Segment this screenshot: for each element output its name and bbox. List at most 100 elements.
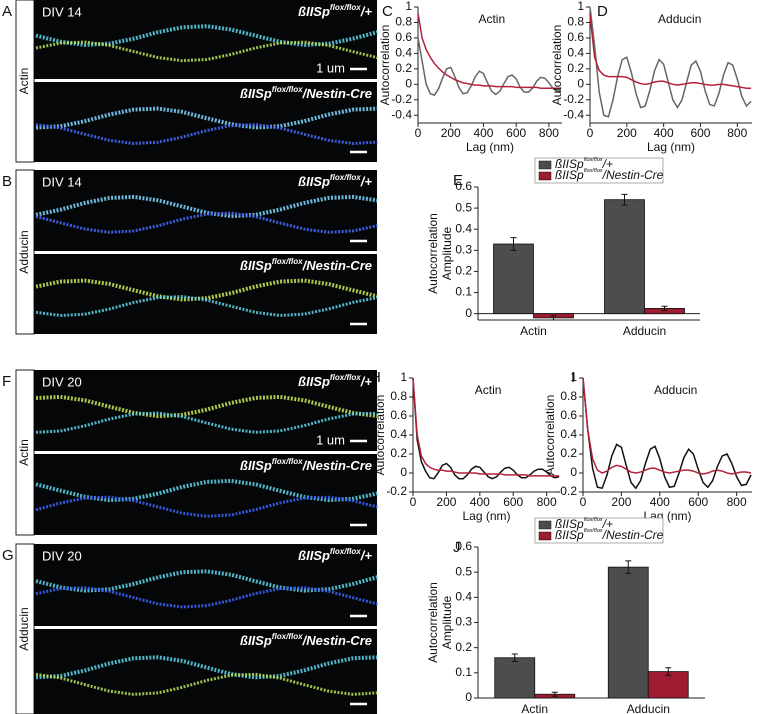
x-tick-label: Actin <box>521 702 548 714</box>
genotype-label: ßIISpflox/flox/+ <box>298 3 372 19</box>
genotype-suffix: /+ <box>360 548 373 563</box>
y-tick-label: 0.2 <box>560 446 577 460</box>
y-tick-label: 0.6 <box>567 30 584 44</box>
genotype-base: ßIISp <box>555 168 584 182</box>
genotype-base: ßIISp <box>240 458 272 473</box>
genotype-label: ßIISpflox/flox/Nestin-Cre <box>555 168 664 182</box>
y-tick-label: 0 <box>570 465 577 479</box>
y-tick-label: 1 <box>405 0 412 13</box>
genotype-label: ßIISpflox/flox/+ <box>298 547 372 563</box>
panel-letter: C <box>382 3 393 20</box>
row-label: Adducin <box>17 230 31 273</box>
panel-letter: I <box>571 369 575 386</box>
error-bar <box>511 653 518 663</box>
x-tick-label: 200 <box>436 495 456 509</box>
genotype-sup: flox/flox <box>272 457 303 466</box>
genotype-suffix: /Nestin-Cre <box>302 458 372 473</box>
genotype-label: ßIISpflox/flox/Nestin-Cre <box>240 85 372 101</box>
y-tick-label: 0.2 <box>395 61 412 75</box>
y-tick-label: 0.2 <box>455 640 472 654</box>
genotype-base: ßIISp <box>298 548 330 563</box>
image-header: DIV 20 <box>42 548 82 563</box>
bar <box>494 657 536 699</box>
bar <box>607 566 649 699</box>
genotype-label: ßIISpflox/flox/Nestin-Cre <box>240 632 372 648</box>
x-tick-label: Adducin <box>623 324 666 338</box>
genotype-sup: flox/flox <box>584 528 603 534</box>
y-axis-label: Autocorrelation <box>543 395 557 476</box>
y-tick-label: 0.1 <box>455 285 472 299</box>
y-axis-label: Autocorrelation <box>373 395 387 476</box>
y-tick-label: 0 <box>465 690 472 704</box>
legend-box <box>534 157 664 184</box>
y-tick-label: 0.6 <box>395 30 412 44</box>
y-tick-label: -0.2 <box>391 92 412 106</box>
y-tick-label: -0.4 <box>563 107 584 121</box>
micrograph <box>34 454 377 535</box>
y-tick-label: -0.2 <box>556 484 577 498</box>
y-tick-label: 0 <box>465 306 472 320</box>
x-tick-label: 0 <box>410 495 417 509</box>
neurite <box>35 278 379 302</box>
x-tick-label: 800 <box>537 495 557 509</box>
y-axis-label: Amplitude <box>440 227 454 281</box>
genotype-suffix: /Nestin-Cre <box>302 258 372 273</box>
x-tick-label: 400 <box>650 495 670 509</box>
y-tick-label: 0.6 <box>560 408 577 422</box>
chart-title: Adducin <box>658 12 701 26</box>
y-tick-label: 0.4 <box>455 221 472 235</box>
y-tick-label: 0 <box>400 465 407 479</box>
y-tick-label: 0.3 <box>455 615 472 629</box>
micrograph <box>34 629 377 714</box>
error-bar <box>665 667 672 676</box>
genotype-suffix: /Nestin-Cre <box>602 528 664 542</box>
y-axis-label: Autocorrelation <box>550 25 564 106</box>
y-tick-label: 0.5 <box>455 200 472 214</box>
y-axis-label: Autocorrelation <box>426 582 440 663</box>
genotype-label: ßIISpflox/flox/Nestin-Cre <box>240 457 372 473</box>
x-tick-label: 0 <box>587 126 594 140</box>
chart-title: Adducin <box>654 383 697 397</box>
panel-letter: E <box>453 172 463 189</box>
bar <box>493 243 534 315</box>
series-line <box>589 6 752 118</box>
x-tick-label: 600 <box>506 126 526 140</box>
genotype-label: ßIISpflox/flox/+ <box>555 517 613 531</box>
x-tick-label: 400 <box>470 495 490 509</box>
panel-letter: F <box>2 373 11 390</box>
y-tick-label: 0.6 <box>455 539 472 553</box>
legend-swatch <box>538 520 552 530</box>
x-tick-label: 400 <box>473 126 493 140</box>
x-tick-label: 600 <box>503 495 523 509</box>
y-tick-label: 0 <box>577 77 584 91</box>
genotype-base: ßIISp <box>555 528 584 542</box>
genotype-base: ßIISp <box>298 4 330 19</box>
micrograph <box>34 254 377 334</box>
genotype-sup: flox/flox <box>584 168 603 174</box>
neurite <box>35 295 378 318</box>
series-line <box>589 14 752 89</box>
x-tick-label: 0 <box>580 495 587 509</box>
error-bar <box>625 560 632 574</box>
y-tick-label: 0.4 <box>567 46 584 60</box>
y-tick-label: 0.1 <box>455 665 472 679</box>
genotype-suffix: /Nestin-Cre <box>302 86 372 101</box>
y-tick-label: 0.4 <box>395 46 412 60</box>
genotype-label: ßIISpflox/flox/+ <box>298 373 372 389</box>
neurite <box>35 106 378 130</box>
micrograph <box>34 82 377 162</box>
x-tick-label: 600 <box>688 495 708 509</box>
scale-label: 1 um <box>316 60 345 75</box>
series-line <box>417 37 562 97</box>
error-bar <box>621 193 628 206</box>
legend-swatch <box>538 160 552 170</box>
image-header: DIV 14 <box>42 174 82 189</box>
genotype-label: ßIISpflox/flox/+ <box>555 157 613 171</box>
genotype-sup: flox/flox <box>584 517 603 523</box>
panel-letter: G <box>2 547 14 564</box>
y-tick-label: 0.6 <box>455 179 472 193</box>
y-tick-label: 0.2 <box>390 446 407 460</box>
y-tick-label: 0.4 <box>560 427 577 441</box>
micrograph <box>34 544 377 626</box>
y-tick-label: 1 <box>577 0 584 13</box>
